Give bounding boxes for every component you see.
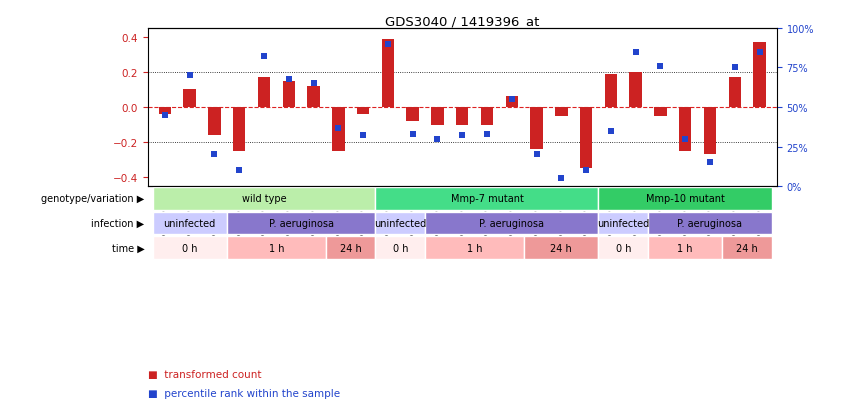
- Bar: [598, 212, 648, 235]
- Bar: [227, 237, 326, 259]
- Text: genotype/variation ▶: genotype/variation ▶: [41, 194, 144, 204]
- Bar: [648, 212, 772, 235]
- Text: uninfected: uninfected: [597, 218, 649, 228]
- Text: P. aeruginosa: P. aeruginosa: [677, 218, 742, 228]
- Bar: [704, 108, 716, 155]
- Text: Mmp-7 mutant: Mmp-7 mutant: [450, 194, 523, 204]
- Bar: [376, 237, 425, 259]
- Bar: [481, 108, 493, 125]
- Bar: [208, 108, 220, 136]
- Bar: [598, 237, 648, 259]
- Bar: [556, 108, 568, 116]
- Bar: [376, 212, 425, 235]
- Bar: [307, 87, 319, 108]
- Bar: [530, 108, 542, 150]
- Text: 0 h: 0 h: [392, 243, 408, 253]
- Bar: [605, 74, 617, 108]
- Bar: [431, 108, 444, 125]
- Bar: [183, 90, 196, 108]
- Bar: [406, 108, 419, 122]
- Bar: [425, 237, 524, 259]
- Bar: [648, 237, 722, 259]
- Bar: [753, 43, 766, 108]
- Bar: [728, 78, 741, 108]
- Text: 1 h: 1 h: [268, 243, 284, 253]
- Bar: [722, 237, 772, 259]
- Title: GDS3040 / 1419396_at: GDS3040 / 1419396_at: [385, 15, 539, 28]
- Text: ■  transformed count: ■ transformed count: [148, 369, 261, 379]
- Bar: [153, 212, 227, 235]
- Text: time ▶: time ▶: [112, 243, 144, 253]
- Bar: [153, 237, 227, 259]
- Text: P. aeruginosa: P. aeruginosa: [479, 218, 544, 228]
- Text: ■  percentile rank within the sample: ■ percentile rank within the sample: [148, 388, 339, 398]
- Bar: [332, 108, 345, 152]
- Bar: [326, 237, 376, 259]
- Text: 0 h: 0 h: [615, 243, 631, 253]
- Bar: [357, 108, 369, 115]
- Bar: [283, 81, 295, 108]
- Bar: [629, 73, 641, 108]
- Text: Mmp-10 mutant: Mmp-10 mutant: [646, 194, 725, 204]
- Bar: [654, 108, 667, 116]
- Bar: [580, 108, 592, 169]
- Bar: [153, 188, 376, 210]
- Text: 24 h: 24 h: [340, 243, 362, 253]
- Text: 0 h: 0 h: [182, 243, 197, 253]
- Bar: [159, 108, 171, 115]
- Bar: [425, 212, 598, 235]
- Bar: [233, 108, 246, 152]
- Text: 24 h: 24 h: [736, 243, 758, 253]
- Bar: [376, 188, 598, 210]
- Bar: [382, 39, 394, 108]
- Text: P. aeruginosa: P. aeruginosa: [269, 218, 333, 228]
- Text: 24 h: 24 h: [550, 243, 572, 253]
- Text: 1 h: 1 h: [467, 243, 483, 253]
- Text: infection ▶: infection ▶: [91, 218, 144, 228]
- Text: uninfected: uninfected: [163, 218, 216, 228]
- Bar: [524, 237, 598, 259]
- Bar: [258, 78, 270, 108]
- Bar: [505, 97, 518, 108]
- Text: 1 h: 1 h: [677, 243, 693, 253]
- Bar: [598, 188, 772, 210]
- Text: wild type: wild type: [241, 194, 286, 204]
- Bar: [227, 212, 376, 235]
- Bar: [456, 108, 469, 125]
- Bar: [679, 108, 692, 152]
- Text: uninfected: uninfected: [374, 218, 426, 228]
